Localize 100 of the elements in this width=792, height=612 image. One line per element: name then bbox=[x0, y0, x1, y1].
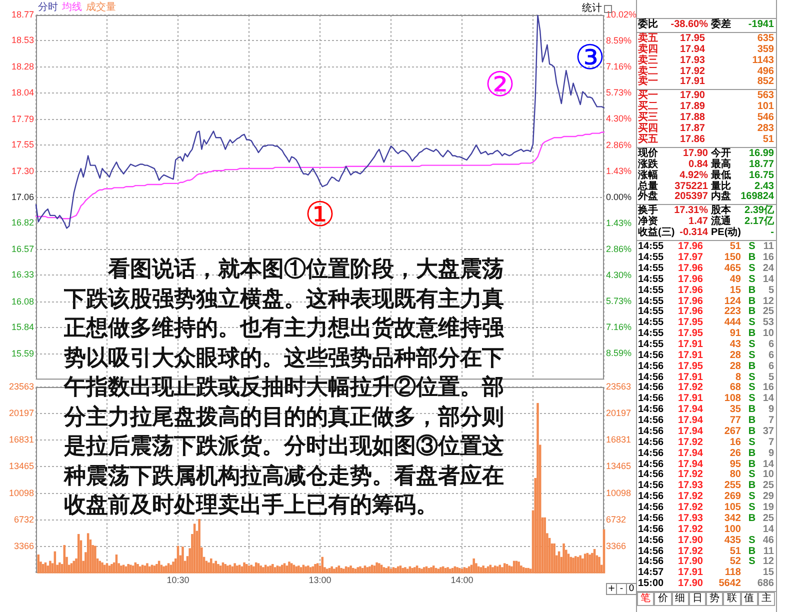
annotation: ② bbox=[484, 65, 516, 105]
bar bbox=[498, 564, 501, 574]
bar bbox=[127, 564, 130, 574]
bar bbox=[153, 566, 156, 574]
bar bbox=[347, 567, 350, 574]
bar bbox=[295, 566, 298, 574]
y2-tick-label: 7.16% bbox=[606, 62, 632, 72]
bar bbox=[333, 568, 336, 574]
bar bbox=[300, 567, 302, 574]
bar bbox=[208, 562, 210, 574]
bar bbox=[269, 566, 272, 574]
text: 买一 17.90 563 bbox=[638, 90, 774, 102]
text: 14:56 17.94 35 B 9 bbox=[638, 404, 774, 416]
text: 14:56 17.93 342 B 25 bbox=[638, 512, 774, 524]
bar bbox=[243, 562, 246, 574]
text: 0 bbox=[626, 583, 637, 595]
y-tick-label: 18.04 bbox=[11, 87, 34, 98]
bar bbox=[361, 568, 364, 574]
bar bbox=[356, 567, 359, 574]
bar bbox=[414, 567, 416, 574]
bar bbox=[567, 554, 570, 574]
text: 14:56 17.94 26 B 9 bbox=[638, 448, 774, 459]
bar bbox=[272, 564, 274, 574]
bar bbox=[570, 556, 572, 574]
bar bbox=[172, 562, 174, 574]
x-tick-label: 13:00 bbox=[308, 574, 332, 585]
y2-tick-label: 7.16% bbox=[606, 322, 632, 332]
bar bbox=[217, 564, 220, 574]
bar bbox=[446, 567, 449, 574]
bar bbox=[198, 518, 200, 574]
text: 14:56 17.92 100 14 bbox=[638, 524, 774, 535]
bar bbox=[248, 566, 250, 574]
y-tick-label: 20197 bbox=[8, 408, 34, 418]
text: 14:55 17.96 223 B 25 bbox=[638, 306, 774, 318]
bar bbox=[503, 563, 506, 574]
text: 14:55 17.96 465 S 24 bbox=[638, 262, 774, 274]
text: 14:56 17.92 68 S 16 bbox=[638, 382, 774, 394]
bar bbox=[58, 562, 61, 574]
bar bbox=[257, 563, 260, 574]
bar bbox=[101, 562, 104, 574]
bar bbox=[328, 568, 331, 574]
bar bbox=[250, 564, 252, 574]
x-tick-label: 14:00 bbox=[450, 574, 474, 585]
bar bbox=[214, 560, 217, 574]
text: 买二 17.89 101 bbox=[638, 101, 774, 112]
bar bbox=[376, 562, 378, 574]
bar bbox=[307, 566, 310, 574]
bar bbox=[390, 568, 392, 574]
bar bbox=[572, 558, 574, 574]
bar bbox=[298, 566, 300, 574]
bar bbox=[359, 566, 362, 574]
text: 卖一 17.91 852 bbox=[638, 76, 774, 88]
bar bbox=[246, 564, 248, 574]
bar bbox=[584, 554, 586, 574]
bar bbox=[501, 567, 504, 574]
text: 净资 1.47 流通 2.17亿 bbox=[638, 216, 774, 228]
bar bbox=[42, 564, 44, 574]
bar bbox=[449, 568, 452, 574]
bar bbox=[574, 556, 577, 574]
bar bbox=[536, 402, 539, 574]
bar bbox=[492, 567, 494, 574]
bar bbox=[340, 568, 342, 574]
bar bbox=[451, 568, 454, 574]
y-tick-label: 17.30 bbox=[11, 166, 34, 176]
bar bbox=[458, 568, 461, 574]
y2-tick-label: 6732 bbox=[606, 514, 626, 524]
bar bbox=[108, 566, 110, 574]
bar bbox=[110, 564, 113, 574]
text: 总量 375221 量比 2.43 bbox=[638, 180, 774, 192]
bar bbox=[392, 567, 394, 574]
bar bbox=[544, 517, 546, 574]
text: 14:56 17.90 435 S 46 bbox=[638, 534, 774, 546]
y-tick-label: 17.06 bbox=[11, 192, 34, 202]
bar bbox=[70, 563, 73, 574]
y2-tick-label: 10098 bbox=[606, 488, 632, 498]
bar bbox=[437, 568, 440, 574]
y-tick-label: 16.82 bbox=[11, 217, 34, 228]
bar bbox=[236, 566, 238, 574]
text: 卖五 17.95 635 bbox=[638, 33, 774, 44]
y-tick-label: 15.59 bbox=[11, 348, 34, 358]
bar bbox=[130, 564, 132, 574]
bar bbox=[120, 566, 122, 574]
bar bbox=[352, 568, 354, 574]
text: 卖三 17.93 1143 bbox=[638, 54, 774, 66]
bar bbox=[144, 566, 146, 574]
text: 买五 17.86 51 bbox=[638, 134, 774, 145]
bar bbox=[226, 566, 229, 574]
bar bbox=[156, 564, 158, 574]
text: 笔 价 细 日 势 联 值 主 bbox=[640, 592, 772, 606]
bar bbox=[139, 566, 142, 574]
bar bbox=[466, 568, 468, 574]
bar bbox=[518, 562, 520, 574]
bar bbox=[210, 558, 212, 574]
bar bbox=[368, 566, 371, 574]
bar bbox=[260, 566, 262, 574]
bar bbox=[94, 546, 96, 574]
text: 买三 17.88 546 bbox=[638, 112, 774, 124]
text: 14:55 17.96 51 S 11 bbox=[638, 241, 774, 252]
y-tick-label: 18.28 bbox=[11, 62, 34, 72]
bar bbox=[494, 566, 496, 574]
